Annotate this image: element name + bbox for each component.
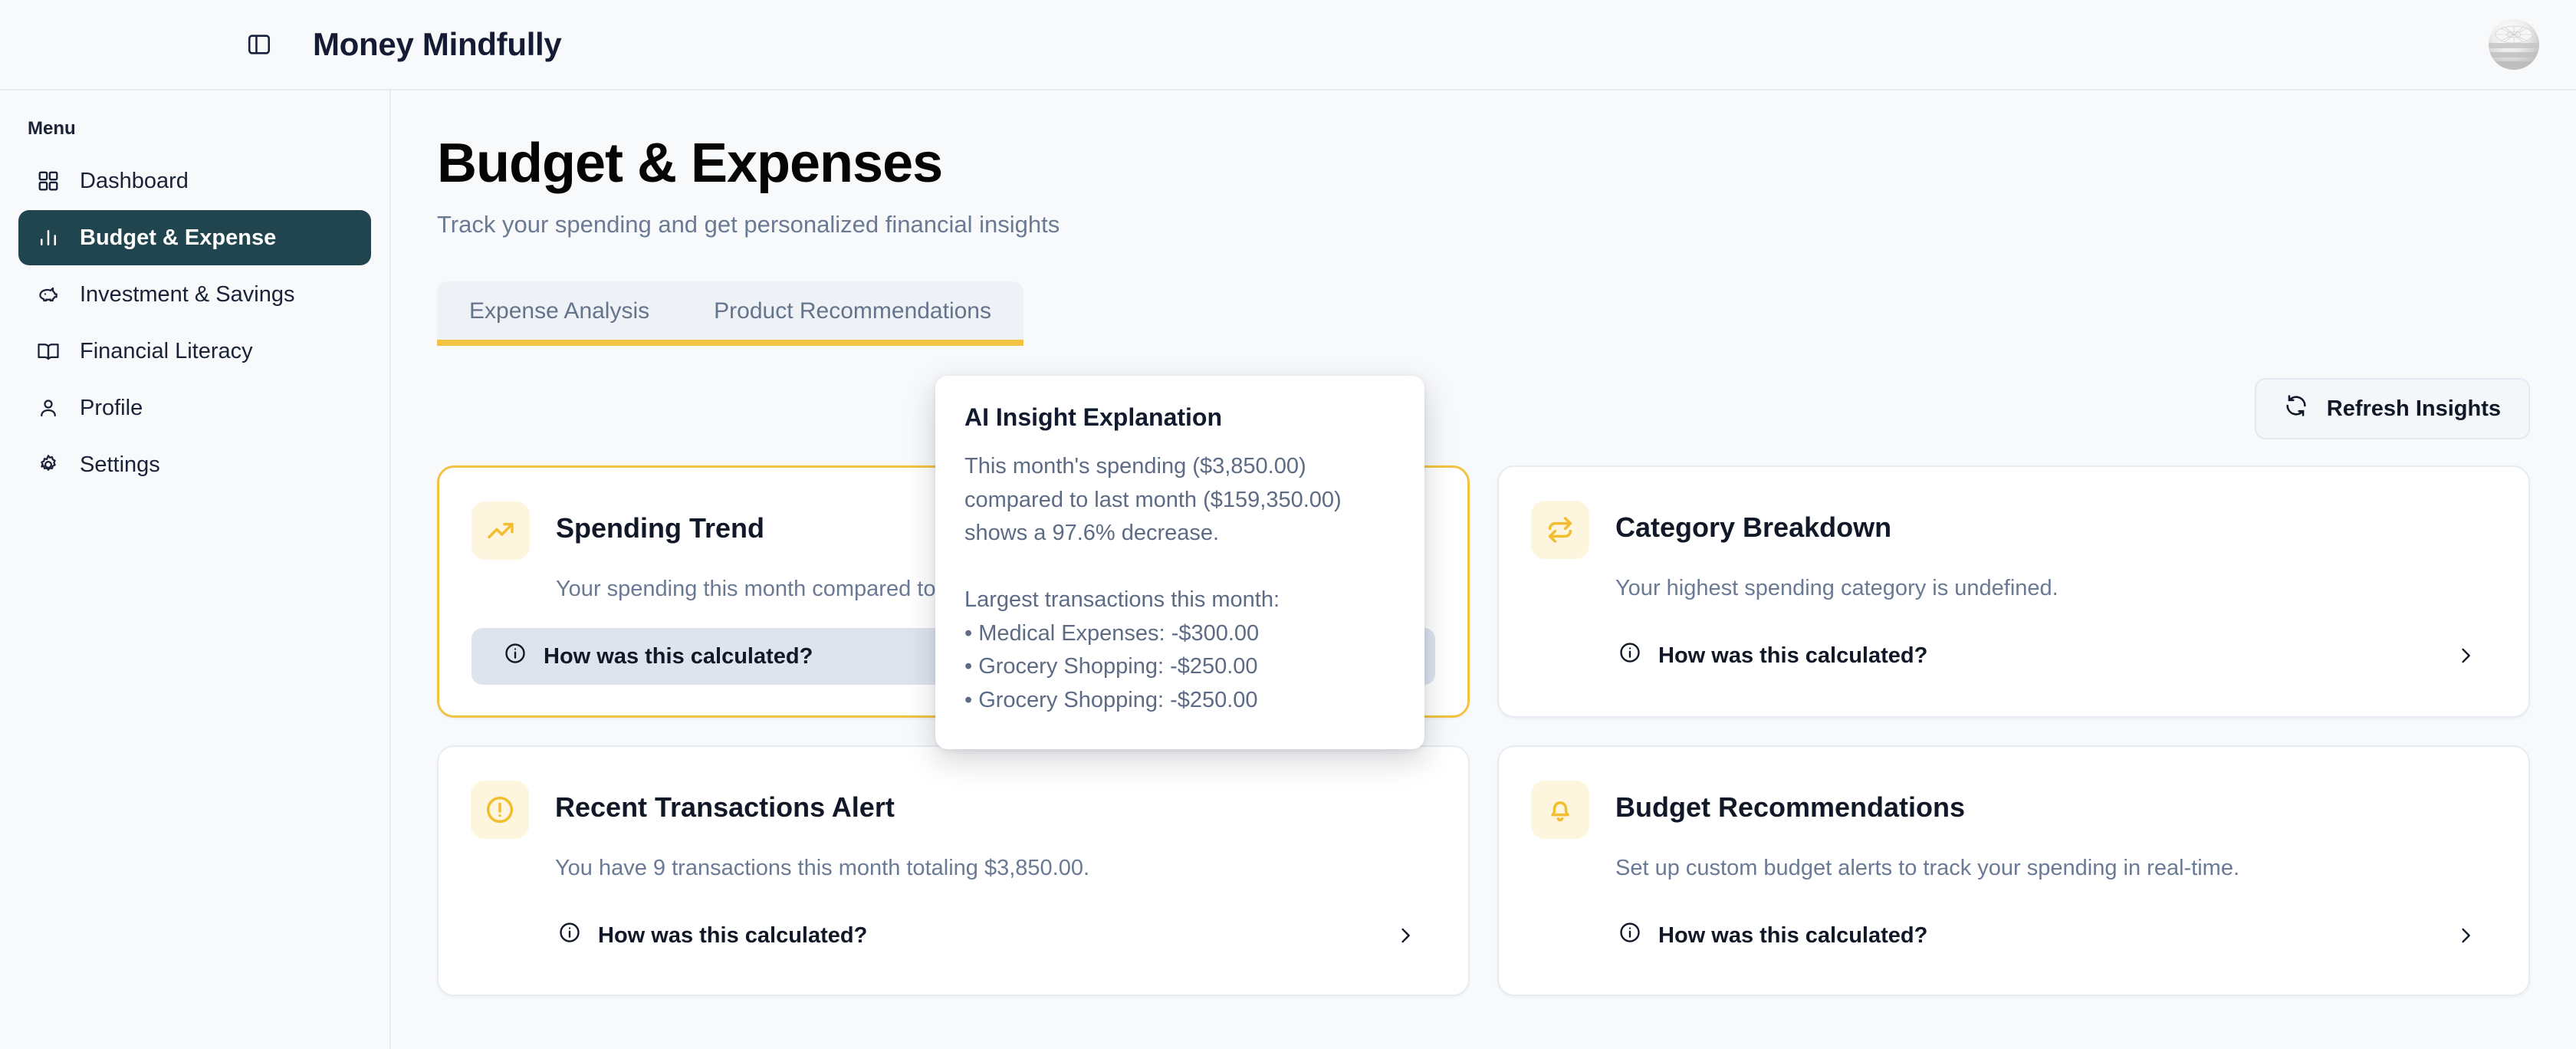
how-calculated-label: How was this calculated? bbox=[1658, 922, 1928, 948]
card-header: Budget Recommendations bbox=[1531, 781, 2496, 840]
insight-cards-grid: Spending Trend Your spending this month … bbox=[437, 465, 2530, 997]
sidebar-item-budget-expense[interactable]: Budget & Expense bbox=[18, 210, 371, 265]
tab-expense-analysis[interactable]: Expense Analysis bbox=[469, 298, 650, 324]
user-icon bbox=[35, 395, 61, 421]
ai-insight-explanation-popover: AI Insight Explanation This month's spen… bbox=[935, 376, 1424, 749]
info-icon bbox=[1618, 641, 1641, 670]
card-header: Spending Trend bbox=[472, 501, 1435, 561]
sidebar-item-label: Dashboard bbox=[80, 168, 189, 193]
alert-circle-icon bbox=[471, 781, 529, 840]
card-header: Recent Transactions Alert bbox=[471, 781, 1436, 840]
card-title: Budget Recommendations bbox=[1615, 791, 1966, 824]
how-calculated-row[interactable]: How was this calculated? bbox=[1615, 627, 2496, 684]
card-description: Your highest spending category is undefi… bbox=[1615, 576, 2058, 601]
sidebar-section-label: Menu bbox=[28, 118, 76, 139]
tab-product-recommendations[interactable]: Product Recommendations bbox=[714, 298, 991, 324]
swap-arrows-icon bbox=[1531, 501, 1589, 560]
sidebar-item-investment-savings[interactable]: Investment & Savings bbox=[18, 267, 371, 322]
page-subtitle: Track your spending and get personalized… bbox=[437, 211, 1060, 238]
sidebar-item-label: Financial Literacy bbox=[80, 338, 253, 363]
how-calculated-label: How was this calculated? bbox=[598, 922, 868, 948]
popover-title: AI Insight Explanation bbox=[964, 403, 1223, 431]
app-brand-title: Money Mindfully bbox=[313, 26, 562, 62]
sidebar-item-profile[interactable]: Profile bbox=[18, 380, 371, 436]
card-title: Spending Trend bbox=[556, 512, 765, 544]
refresh-insights-label: Refresh Insights bbox=[2326, 396, 2501, 421]
bar-chart-icon bbox=[35, 225, 61, 251]
insight-card-recent-transactions-alert[interactable]: Recent Transactions Alert You have 9 tra… bbox=[437, 745, 1470, 997]
tab-bar: Expense Analysis Product Recommendations bbox=[437, 281, 1024, 347]
how-calculated-row[interactable]: How was this calculated? bbox=[555, 907, 1436, 964]
sidebar-item-label: Budget & Expense bbox=[80, 225, 277, 250]
insight-card-category-breakdown[interactable]: Category Breakdown Your highest spending… bbox=[1497, 465, 2530, 719]
card-description: You have 9 transactions this month total… bbox=[555, 856, 1090, 881]
info-icon bbox=[504, 642, 527, 671]
page-title: Budget & Expenses bbox=[437, 133, 943, 194]
insights-toolbar: Refresh Insights bbox=[437, 378, 2530, 440]
card-title: Category Breakdown bbox=[1615, 511, 1892, 544]
sidebar-item-label: Profile bbox=[80, 395, 143, 420]
popover-body: This month's spending ($3,850.00) compar… bbox=[964, 454, 1342, 712]
user-avatar[interactable] bbox=[2489, 19, 2539, 70]
gear-icon bbox=[35, 452, 61, 478]
sidebar-item-label: Settings bbox=[80, 452, 160, 477]
sidebar-toggle-icon[interactable] bbox=[244, 29, 274, 60]
sidebar-item-financial-literacy[interactable]: Financial Literacy bbox=[18, 324, 371, 379]
refresh-icon bbox=[2284, 393, 2308, 424]
grid-icon bbox=[35, 168, 61, 194]
main-content: Budget & Expenses Track your spending an… bbox=[391, 90, 2576, 1049]
body-layout: Menu Dashboard Budget & Expense bbox=[0, 90, 2576, 1049]
bell-icon bbox=[1531, 781, 1589, 840]
sidebar-item-dashboard[interactable]: Dashboard bbox=[18, 153, 371, 209]
how-calculated-label: How was this calculated? bbox=[544, 643, 813, 669]
chevron-right-icon[interactable] bbox=[2455, 645, 2476, 666]
chevron-right-icon[interactable] bbox=[1395, 925, 1416, 946]
insight-card-budget-recommendations[interactable]: Budget Recommendations Set up custom bud… bbox=[1497, 745, 2530, 997]
info-icon bbox=[1618, 921, 1641, 950]
top-bar: Money Mindfully bbox=[0, 0, 2576, 90]
refresh-insights-button[interactable]: Refresh Insights bbox=[2254, 378, 2530, 440]
info-icon bbox=[558, 921, 581, 950]
card-title: Recent Transactions Alert bbox=[555, 791, 895, 824]
sidebar: Menu Dashboard Budget & Expense bbox=[0, 90, 391, 1049]
how-calculated-label: How was this calculated? bbox=[1658, 643, 1928, 668]
card-header: Category Breakdown bbox=[1531, 501, 2496, 560]
book-open-icon bbox=[35, 338, 61, 364]
piggy-bank-icon bbox=[35, 281, 61, 307]
sidebar-item-label: Investment & Savings bbox=[80, 281, 295, 307]
card-description: Set up custom budget alerts to track you… bbox=[1615, 856, 2240, 881]
how-calculated-row[interactable]: How was this calculated? bbox=[1615, 907, 2496, 964]
trending-up-icon bbox=[472, 501, 530, 561]
chevron-right-icon[interactable] bbox=[2455, 925, 2476, 946]
sidebar-item-settings[interactable]: Settings bbox=[18, 437, 371, 492]
